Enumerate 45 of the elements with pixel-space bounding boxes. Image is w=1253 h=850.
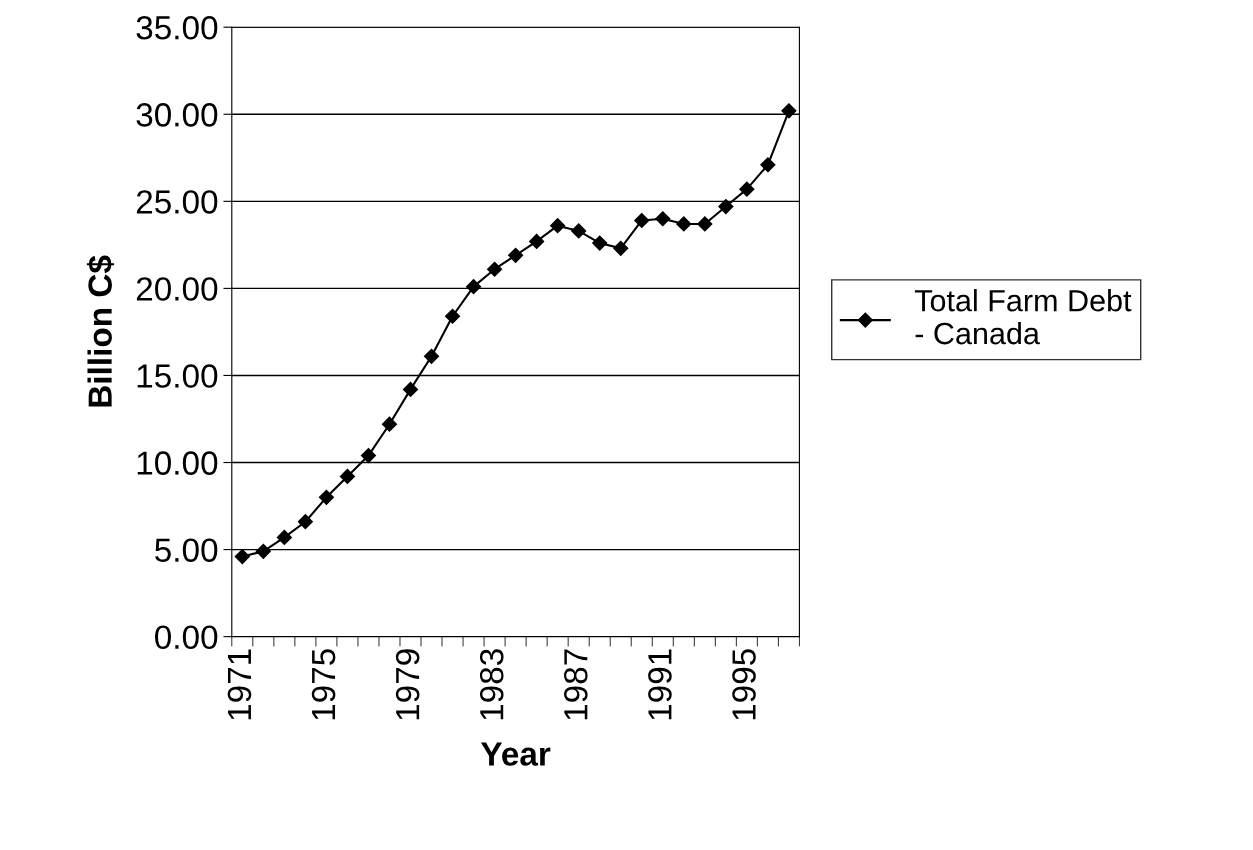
point (676, 216, 692, 232)
point (360, 447, 377, 464)
point (423, 348, 440, 364)
point (487, 261, 503, 277)
point (444, 308, 461, 324)
point (550, 218, 566, 234)
y-axis-title: Billion C$ (86, 255, 115, 407)
x-tick-label: 1983 (479, 649, 504, 720)
y-tick-label: 30.00 (136, 103, 218, 127)
y-tick-label: 25.00 (136, 190, 218, 214)
x-tick-label: 1987 (564, 649, 588, 720)
y-tick-label: 15.00 (137, 364, 218, 388)
x-tick-label: 1975 (311, 649, 336, 720)
y-tick-label: 35.00 (136, 16, 218, 40)
point (508, 247, 524, 263)
point (634, 212, 650, 229)
y-tick-label: 20.00 (136, 277, 218, 301)
legend-label: Total Farm Debt - Canada (914, 289, 1132, 345)
y-tick-label: 0.00 (155, 625, 218, 650)
x-tick-label: 1995 (732, 649, 756, 720)
point (697, 216, 713, 232)
point (297, 514, 313, 530)
point (465, 279, 482, 295)
point (613, 240, 629, 256)
point (381, 416, 398, 432)
point (529, 233, 545, 249)
x-tick-label: 1971 (227, 649, 252, 720)
point (655, 211, 671, 227)
x-axis-title: Year (480, 742, 551, 766)
point (234, 548, 250, 565)
x-tick-label: 1991 (648, 649, 672, 720)
point (318, 489, 334, 505)
point (402, 381, 419, 397)
point (739, 181, 755, 197)
point (339, 468, 355, 485)
y-tick-label: 10.00 (137, 451, 218, 475)
x-tick-label: 1979 (395, 649, 420, 720)
point (255, 543, 271, 559)
point (276, 529, 292, 545)
point (781, 103, 797, 119)
y-tick-label: 5.00 (155, 538, 218, 562)
point (571, 223, 587, 239)
point (718, 198, 734, 215)
point (760, 157, 776, 173)
point (592, 235, 608, 251)
